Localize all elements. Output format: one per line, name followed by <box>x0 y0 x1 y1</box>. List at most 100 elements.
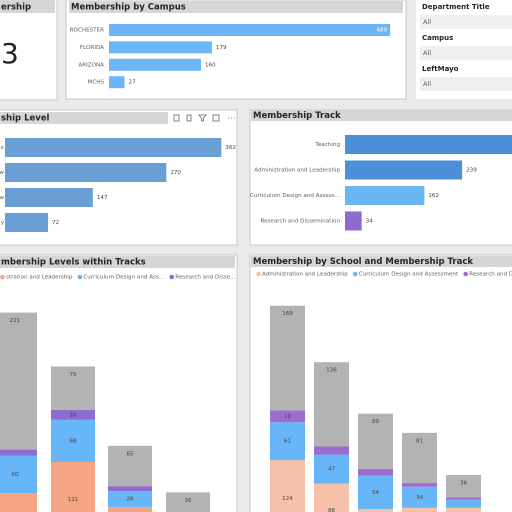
bar-segment <box>314 483 349 512</box>
chart-title: mbership Levels within Tracks <box>1 258 146 268</box>
bar-segment <box>270 422 305 461</box>
chart-title: ship Level <box>1 114 50 124</box>
data-label: 60 <box>11 472 19 478</box>
legend-marker <box>256 271 261 277</box>
category-label: w <box>0 195 4 201</box>
data-label: 47 <box>328 467 336 473</box>
data-label: 169 <box>282 311 293 317</box>
bar <box>109 24 391 36</box>
category-label: e <box>1 145 5 151</box>
data-label: 26 <box>126 497 134 503</box>
bar <box>5 213 49 232</box>
visual-header-icons[interactable] <box>173 114 235 122</box>
legend-label: Research and Disse... <box>175 275 235 281</box>
slicer-title: Department Title <box>422 3 490 11</box>
data-label: 34 <box>416 495 424 501</box>
bar-segment <box>270 410 305 423</box>
bar-segment <box>270 305 305 411</box>
data-label: 221 <box>10 318 21 324</box>
chart: stration and Leadership Curriculum Design… <box>0 274 246 512</box>
bar-segment <box>402 432 437 484</box>
card-panel <box>0 0 58 101</box>
legend-marker <box>77 274 83 280</box>
bar-segment <box>446 499 481 508</box>
bar-segment <box>446 507 481 512</box>
data-label: 89 <box>372 419 380 425</box>
data-label: 162 <box>428 193 439 199</box>
bar <box>109 41 212 54</box>
bar-segment <box>166 492 210 512</box>
category-label: Research and Dissemination <box>260 219 340 225</box>
bar <box>5 163 167 182</box>
slicer-dropdown[interactable] <box>420 77 512 91</box>
slicer-value: All <box>423 49 431 57</box>
legend-marker <box>169 274 175 280</box>
chart: Administration and Leadership Curriculum … <box>256 272 512 512</box>
data-label: 34 <box>366 219 374 225</box>
bar-segment <box>108 445 152 487</box>
bar <box>109 76 125 89</box>
data-label: 124 <box>282 496 293 502</box>
data-label: 70 <box>69 372 77 378</box>
category-label: w <box>0 170 4 176</box>
bar-segment <box>108 491 152 508</box>
bar <box>5 138 222 157</box>
slicer-value: All <box>423 80 431 88</box>
data-label: 16 <box>69 412 77 418</box>
data-label: 136 <box>326 368 337 374</box>
data-label: 160 <box>205 62 216 68</box>
chart: Teaching Administration and Leadership 239… <box>250 135 512 231</box>
panel-header <box>251 110 512 121</box>
bar <box>5 188 93 207</box>
panel-header <box>69 1 403 13</box>
bar-segment <box>51 461 95 512</box>
legend-marker <box>241 275 246 280</box>
bar-segment <box>51 409 95 420</box>
bar-segment <box>314 362 349 447</box>
legend-marker <box>463 271 468 277</box>
bar-segment <box>358 413 393 469</box>
panel-header <box>0 256 235 268</box>
legend-label: Research and Dissemina... <box>469 272 512 278</box>
data-label: 54 <box>372 490 380 496</box>
bar-segment <box>0 492 37 512</box>
bar-segment <box>358 468 393 476</box>
card-title: ership <box>1 3 31 13</box>
legend-label: Curriculum Design and Assessment <box>359 272 459 278</box>
bar-segment <box>402 483 437 487</box>
slicer-dropdown[interactable] <box>420 46 512 60</box>
chart-title: Membership by School and Membership Trac… <box>253 257 473 267</box>
data-label: 27 <box>129 80 137 86</box>
data-label: 121 <box>68 497 79 503</box>
data-label: 81 <box>416 438 424 444</box>
legend-marker <box>352 271 358 277</box>
bar-segment <box>314 454 349 484</box>
data-label: 36 <box>184 498 192 504</box>
bar-segment <box>0 312 37 450</box>
bar <box>345 135 512 154</box>
bar-segment <box>446 475 481 498</box>
bar-segment <box>402 486 437 508</box>
bar-segment <box>51 419 95 462</box>
bar-segment <box>0 449 37 456</box>
bar-segment <box>51 366 95 410</box>
card-value: 3 <box>1 37 19 70</box>
category-label: ARIZONA <box>78 62 104 68</box>
slicer-dropdown[interactable] <box>420 15 512 29</box>
category-label: Curriculum Design and Assess... <box>250 193 340 199</box>
bar-segment <box>108 507 152 512</box>
slicers: Department Title All Campus All LeftMayo All <box>420 3 512 91</box>
category-label: Teaching <box>314 142 340 148</box>
data-label: 489 <box>376 28 387 34</box>
category-label: Administration and Leadership <box>254 168 340 174</box>
legend-label: Curriculum Design and Ass... <box>83 275 164 281</box>
data-label: 147 <box>97 195 108 201</box>
category-label: FLORIDA <box>80 45 104 51</box>
legend-label: Administration and Leadership <box>262 272 348 278</box>
data-label: 61 <box>284 439 292 445</box>
bar-segment <box>402 507 437 512</box>
data-label: 239 <box>466 168 477 174</box>
data-label: 68 <box>69 438 77 444</box>
chart-title: Membership Track <box>253 111 341 121</box>
